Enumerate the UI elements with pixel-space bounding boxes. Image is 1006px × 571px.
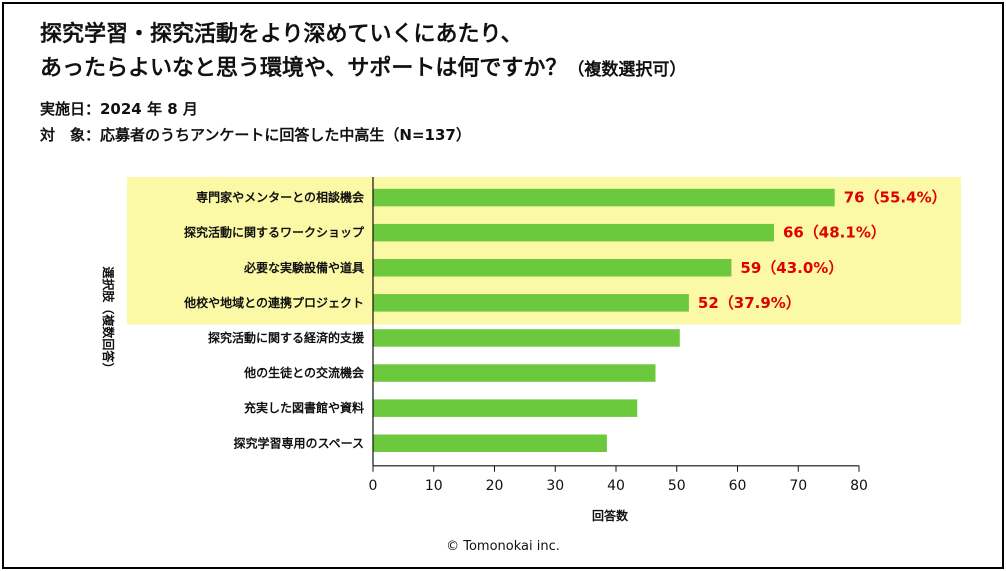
bar-4 [373, 294, 689, 312]
category-label-7: 充実した図書館や資料 [244, 400, 364, 415]
data-label-3: 59（43.0%） [740, 259, 843, 277]
category-label-2: 探究活動に関するワークショップ [184, 225, 365, 240]
bar-8 [373, 434, 607, 452]
category-label-3: 必要な実験設備や道具 [243, 260, 364, 275]
survey-meta: 実施日：2024 年 8 月 対 象：応募者のうちアンケートに回答した中高生（N… [40, 96, 471, 148]
bar-6 [373, 364, 656, 382]
x-tick-label-10: 10 [425, 478, 443, 494]
x-axis-title: 回答数 [592, 508, 629, 523]
x-tick-label-80: 80 [850, 478, 868, 494]
copyright-credit: © Tomonokai inc. [446, 539, 560, 554]
bar-5 [373, 329, 680, 347]
data-label-1: 76（55.4%） [844, 189, 947, 207]
data-label-2: 66（48.1%） [783, 224, 886, 242]
bar-1 [373, 188, 835, 207]
category-label-1: 専門家やメンターとの相談機会 [196, 190, 365, 205]
title-line-1: 探究学習・探究活動をより深めていくにあたり、 [40, 22, 523, 47]
x-tick-label-0: 0 [369, 478, 378, 494]
x-tick-label-60: 60 [729, 478, 747, 494]
title-suffix: （複数選択可） [567, 60, 687, 80]
x-tick-label-50: 50 [668, 478, 686, 494]
title-line-2: あったらよいなと思う環境や、サポートは何ですか？（複数選択可） [40, 52, 686, 87]
bar-2 [373, 223, 774, 242]
x-tick-label-20: 20 [486, 478, 504, 494]
bar-3 [373, 259, 732, 277]
survey-target: 対 象：応募者のうちアンケートに回答した中高生（N=137） [40, 126, 471, 144]
title-line-2-main: あったらよいなと思う環境や、サポートは何ですか？ [40, 56, 568, 81]
bar-7 [373, 399, 638, 417]
x-tick-label-40: 40 [607, 478, 625, 494]
category-label-5: 探究活動に関する経済的支援 [208, 330, 365, 345]
y-axis-title: 選択肢（複数回答） [101, 266, 116, 374]
category-label-4: 他校や地域との連携プロジェクト [183, 295, 364, 310]
chart-title: 探究学習・探究活動をより深めていくにあたり、 あったらよいなと思う環境や、サポー… [40, 18, 686, 87]
survey-date: 実施日：2024 年 8 月 [40, 100, 198, 118]
category-label-8: 探究学習専用のスペース [233, 435, 364, 450]
category-label-6: 他の生徒との交流機会 [243, 365, 365, 380]
data-label-4: 52（37.9%） [698, 294, 801, 312]
x-tick-label-70: 70 [789, 478, 807, 494]
x-tick-label-30: 30 [546, 478, 564, 494]
